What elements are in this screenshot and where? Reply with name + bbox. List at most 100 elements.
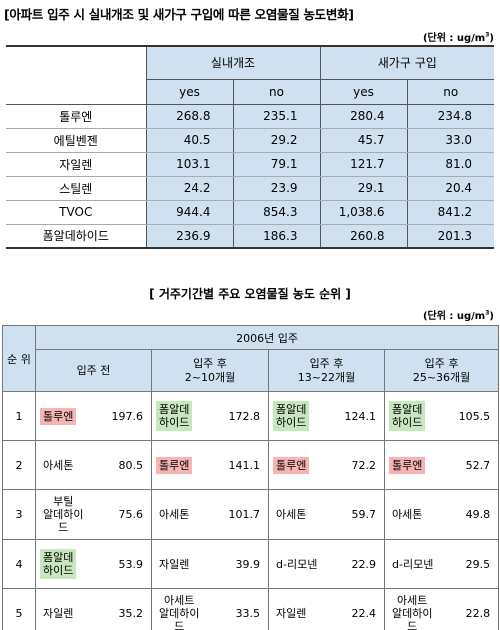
period-header-line1: 입주 후 xyxy=(193,356,227,370)
table2-unit-close: ) xyxy=(489,311,494,322)
table1-cell: 854.3 xyxy=(232,200,321,225)
table1-row: 스틸렌 24.2 23.9 29.1 20.4 xyxy=(6,176,495,201)
pollutant-name-cell: 아세트 알데하이 드 xyxy=(151,588,225,630)
pollutant-value: 59.7 xyxy=(341,489,385,540)
table1-row: 자일렌 103.1 79.1 121.7 81.0 xyxy=(6,152,495,177)
pollutant-name-cell: 아세톤 xyxy=(384,489,458,540)
period-header-line1: 입주 전 xyxy=(76,363,111,377)
pollutant-name: 자일렌 xyxy=(43,607,74,620)
pollutant-name: 톨루엔 xyxy=(389,456,426,474)
pollutant-name-cell: d-리모넨 xyxy=(268,539,342,589)
table1-unit-sup: 3 xyxy=(485,31,490,39)
table1-cell: 33.0 xyxy=(406,128,495,153)
table1-cell: 841.2 xyxy=(406,200,495,225)
table1-cell: 81.0 xyxy=(406,152,495,177)
pollutant-name-cell: 아세톤 xyxy=(268,489,342,540)
table1-unit: (단위 : ug/m3) xyxy=(423,29,494,44)
pollutant-name: 아세트 알데하이 드 xyxy=(392,594,433,630)
pollutant-change-table: 실내개조 새가구 구입 yes no yes no 톨루엔 268.8 235.1 2… xyxy=(6,45,495,249)
table1-cell: 23.9 xyxy=(232,176,321,201)
table2-unit: (단위 : ug/m3) xyxy=(423,307,494,322)
table1-row: 폼알데하이드 236.9 186.3 260.8 201.3 xyxy=(6,224,495,249)
table1-cell: 79.1 xyxy=(232,152,321,177)
pollutant-value: 29.5 xyxy=(457,539,500,589)
pollutant-name: 아세톤 xyxy=(392,508,423,521)
table1-row-label: 스틸렌 xyxy=(6,176,146,201)
rank-row: 3 부틸 알데하이 드 75.6 아세톤 101.7 아세톤 59.7 아세톤 49.8 xyxy=(2,489,500,540)
pollutant-value: 80.5 xyxy=(108,440,152,490)
pollutant-name-cell: 자일렌 xyxy=(35,588,109,630)
pollutant-name-cell: 폼알데 하이드 xyxy=(151,391,225,441)
table1-title: [아파트 입주 시 실내개조 및 새가구 구입에 따른 오염물질 농도변화] xyxy=(4,7,354,22)
pollutant-name-cell: 자일렌 xyxy=(151,539,225,589)
pollutant-name: 톨루엔 xyxy=(273,456,310,474)
rank-number: 5 xyxy=(2,588,36,630)
subheader-furniture-yes: yes xyxy=(319,79,408,105)
rank-header: 순 위 xyxy=(2,325,36,392)
table1-cell: 24.2 xyxy=(145,176,233,201)
header-new-furniture: 새가구 구입 xyxy=(319,45,495,80)
subheader-furniture-no: no xyxy=(406,79,495,105)
pollutant-name: 폼알데 하이드 xyxy=(156,401,193,431)
table1-cell: 103.1 xyxy=(145,152,233,177)
pollutant-name: 폼알데 하이드 xyxy=(389,401,426,431)
table1-cell: 280.4 xyxy=(319,104,408,129)
pollutant-value: 33.5 xyxy=(224,588,269,630)
table2-title: [ 거주기간별 주요 오염물질 농도 순위 ] xyxy=(149,287,351,301)
pollutant-name: 폼알데 하이드 xyxy=(40,549,77,579)
pollutant-name-cell: 폼알데 하이드 xyxy=(35,539,109,589)
pollutant-name-cell: 부틸 알데하이 드 xyxy=(35,489,109,540)
period-header-line1: 입주 후 xyxy=(424,356,459,370)
pollutant-name: 톨루엔 xyxy=(40,407,77,425)
table1-row: TVOC 944.4 854.3 1,038.6 841.2 xyxy=(6,200,495,225)
pollutant-name: 부틸 알데하이 드 xyxy=(43,495,84,534)
pollutant-name-cell: 아세톤 xyxy=(35,440,109,490)
table1-row: 톨루엔 268.8 235.1 280.4 234.8 xyxy=(6,104,495,129)
pollutant-value: 197.6 xyxy=(108,391,152,441)
concentration-rank-table: 순 위 2006년 입주 입주 전 입주 후 2~10개월 입주 후 13~22개월 입주… xyxy=(2,325,500,630)
table1-row: 에틸벤젠 40.5 29.2 45.7 33.0 xyxy=(6,128,495,153)
pollutant-value: 105.5 xyxy=(457,391,500,441)
pollutant-name-cell: 자일렌 xyxy=(268,588,342,630)
year-header: 2006년 입주 xyxy=(34,325,500,350)
rank-number: 2 xyxy=(2,440,36,490)
table2-unit-text: (단위 : ug/m xyxy=(422,311,486,322)
pollutant-value: 52.7 xyxy=(457,440,500,490)
period-header-line2: 25~36개월 xyxy=(412,370,471,384)
pollutant-name-cell: 톨루엔 xyxy=(151,440,225,490)
pollutant-value: 172.8 xyxy=(224,391,269,441)
pollutant-name: d-리모넨 xyxy=(276,557,318,571)
pollutant-value: 124.1 xyxy=(341,391,385,441)
pollutant-name: 톨루엔 xyxy=(156,456,193,474)
period-header: 입주 후 25~36개월 xyxy=(383,349,500,392)
rank-row: 2 아세톤 80.5 톨루엔 141.1 톨루엔 72.2 톨루엔 52.7 xyxy=(2,440,500,490)
rank-row: 4 폼알데 하이드 53.9 자일렌 39.9 d-리모넨 22.9 d-리모넨 29.5 xyxy=(2,539,500,589)
table1-cell: 29.2 xyxy=(232,128,321,153)
table1-cell: 40.5 xyxy=(145,128,233,153)
pollutant-name: 아세톤 xyxy=(159,508,190,521)
pollutant-name: 아세톤 xyxy=(276,508,307,521)
pollutant-value: 53.9 xyxy=(108,539,152,589)
table1-row-label: 에틸벤젠 xyxy=(6,128,146,153)
pollutant-value: 22.8 xyxy=(457,588,500,630)
table1-cell: 45.7 xyxy=(319,128,408,153)
rank-number: 1 xyxy=(2,391,36,441)
pollutant-name-cell: 톨루엔 xyxy=(268,440,342,490)
period-header-line2: 2~10개월 xyxy=(184,370,236,384)
table1-cell: 234.8 xyxy=(406,104,495,129)
pollutant-name: 아세톤 xyxy=(43,458,74,472)
header-renovation: 실내개조 xyxy=(145,45,321,80)
table1-cell: 20.4 xyxy=(406,176,495,201)
table1-unit-close: ) xyxy=(489,33,494,44)
table1-cell: 186.3 xyxy=(232,224,321,249)
pollutant-name: 자일렌 xyxy=(276,607,307,620)
table1-row-label: 자일렌 xyxy=(6,152,146,177)
pollutant-name-cell: 아세트 알데하이 드 xyxy=(384,588,458,630)
table1-corner xyxy=(6,45,146,105)
pollutant-value: 101.7 xyxy=(224,489,269,540)
rank-number: 4 xyxy=(2,539,36,589)
pollutant-name-cell: 아세톤 xyxy=(151,489,225,540)
table1-row-label: 폼알데하이드 xyxy=(6,224,146,249)
pollutant-value: 22.9 xyxy=(341,539,385,589)
pollutant-name-cell: 폼알데 하이드 xyxy=(384,391,458,441)
